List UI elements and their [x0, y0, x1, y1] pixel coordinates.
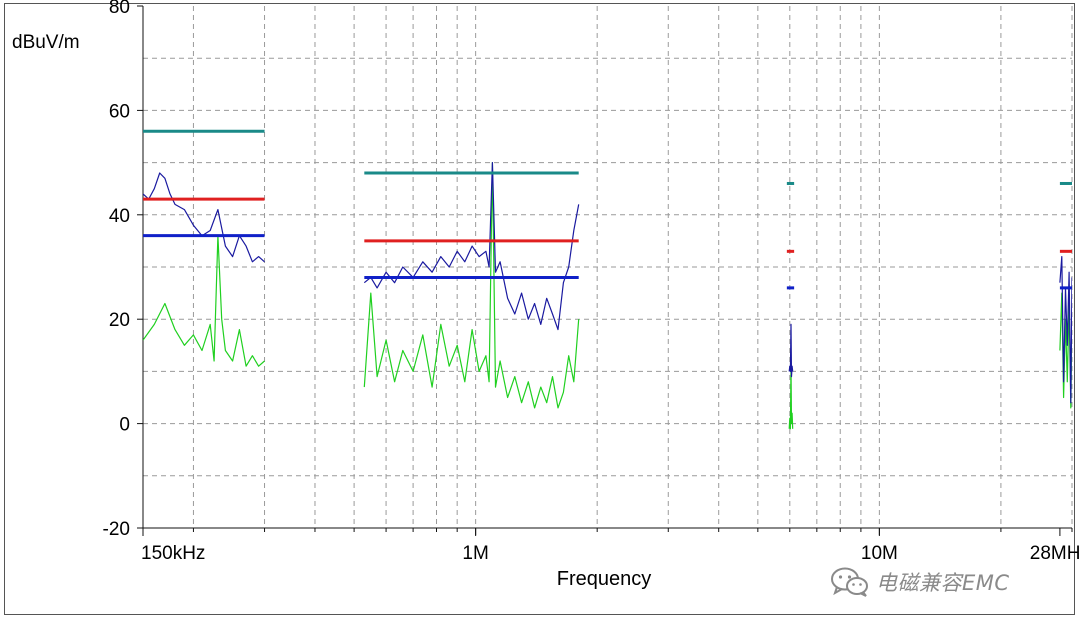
x-tick-label: 150kHz	[141, 543, 205, 564]
watermark-text: 电磁兼容EMC	[876, 571, 1010, 595]
peak-trace-segment	[363, 162, 580, 331]
x-axis-label: Frequency	[557, 568, 652, 590]
y-axis-ticks: 80 60 40 20 0 -20	[103, 0, 143, 540]
wechat-icon	[831, 567, 868, 597]
grid-lines	[143, 6, 1073, 528]
x-tick-label: 10M	[861, 543, 898, 564]
peak-trace-segment	[788, 323, 794, 378]
y-tick-label: 60	[109, 101, 130, 122]
y-tick-label: 80	[109, 0, 130, 18]
y-axis-label: dBuV/m	[12, 32, 80, 53]
peak-trace-segment	[1059, 256, 1072, 404]
x-axis-ticks: 150kHz 1M 10M 28MHz	[141, 528, 1080, 564]
y-tick-label: 0	[119, 415, 130, 436]
x-tick-label: 28MHz	[1030, 543, 1080, 564]
peak-trace-segment	[143, 172, 265, 263]
y-tick-label: -20	[103, 519, 130, 540]
y-tick-label: 20	[109, 310, 130, 331]
axes	[142, 6, 1072, 529]
average-trace-segment	[143, 235, 265, 367]
average-trace-segment	[363, 162, 580, 409]
watermark: 电磁兼容EMC	[830, 565, 1010, 599]
y-tick-label: 40	[109, 206, 130, 227]
plot-frame	[4, 3, 1075, 615]
limit-lines	[143, 129, 1072, 290]
x-tick-label: 1M	[462, 543, 488, 564]
traces	[143, 162, 1072, 430]
